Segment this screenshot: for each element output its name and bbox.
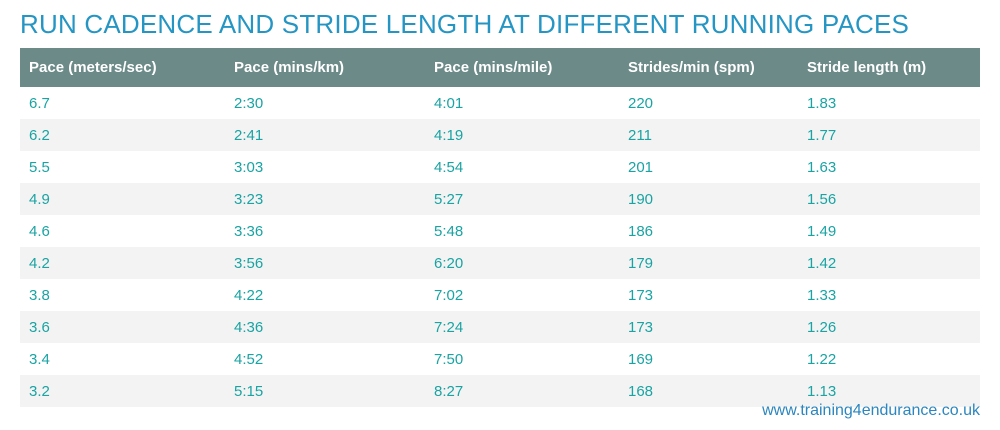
column-header-stride-length: Stride length (m): [807, 59, 927, 76]
cell-pace-min-mile: 4:19: [434, 126, 464, 144]
cell-strides-per-min: 190: [628, 190, 654, 208]
cell-strides-per-min: 169: [628, 350, 654, 368]
cell-pace-min-km: 2:41: [234, 126, 264, 144]
table-row: 3.4 4:52 7:50 169 1.22: [20, 343, 980, 375]
cell-pace-min-km: 4:36: [234, 318, 264, 336]
table-row: 3.6 4:36 7:24 173 1.26: [20, 311, 980, 343]
cell-pace-min-mile: 6:20: [434, 254, 464, 272]
cell-pace-min-mile: 5:48: [434, 222, 464, 240]
cell-strides-per-min: 211: [628, 126, 652, 144]
cell-stride-length: 1.83: [807, 94, 837, 112]
cell-pace-min-km: 5:15: [234, 382, 264, 400]
cell-strides-per-min: 173: [628, 318, 654, 336]
cell-pace-mps: 4.2: [29, 254, 50, 272]
cell-stride-length: 1.13: [807, 382, 837, 400]
cell-pace-min-mile: 5:27: [434, 190, 464, 208]
table-title: RUN CADENCE AND STRIDE LENGTH AT DIFFERE…: [20, 9, 910, 39]
table-row: 6.2 2:41 4:19 211 1.77: [20, 119, 980, 151]
cell-pace-mps: 4.9: [29, 190, 50, 208]
cell-stride-length: 1.56: [807, 190, 837, 208]
cell-strides-per-min: 220: [628, 94, 654, 112]
table-row: 6.7 2:30 4:01 220 1.83: [20, 87, 980, 119]
cell-strides-per-min: 168: [628, 382, 654, 400]
table-row: 3.2 5:15 8:27 168 1.13: [20, 375, 980, 407]
table-row: 4.9 3:23 5:27 190 1.56: [20, 183, 980, 215]
cell-stride-length: 1.42: [807, 254, 837, 272]
table-row: 4.6 3:36 5:48 186 1.49: [20, 215, 980, 247]
cell-pace-min-km: 3:56: [234, 254, 264, 272]
cell-stride-length: 1.49: [807, 222, 837, 240]
cell-pace-min-km: 3:36: [234, 222, 264, 240]
cell-pace-mps: 3.4: [29, 350, 50, 368]
table-row: 3.8 4:22 7:02 173 1.33: [20, 279, 980, 311]
pace-table: Pace (meters/sec) Pace (mins/km) Pace (min…: [20, 48, 980, 407]
cell-pace-min-km: 3:03: [234, 158, 264, 176]
table-body: 6.7 2:30 4:01 220 1.83 6.2 2:41 4:19 211 1.77 5.5 3…: [20, 87, 980, 407]
cell-stride-length: 1.63: [807, 158, 837, 176]
cell-pace-mps: 5.5: [29, 158, 50, 176]
cell-pace-min-km: 2:30: [234, 94, 264, 112]
cell-pace-min-mile: 4:01: [434, 94, 464, 112]
cell-pace-min-km: 4:22: [234, 286, 264, 304]
column-header-pace-mps: Pace (meters/sec): [29, 59, 157, 76]
table-row: 4.2 3:56 6:20 179 1.42: [20, 247, 980, 279]
table-header: Pace (meters/sec) Pace (mins/km) Pace (min…: [20, 48, 980, 87]
cell-stride-length: 1.77: [807, 126, 837, 144]
column-header-pace-min-km: Pace (mins/km): [234, 59, 345, 76]
cell-strides-per-min: 173: [628, 286, 654, 304]
cell-pace-min-km: 4:52: [234, 350, 264, 368]
cell-strides-per-min: 201: [628, 158, 654, 176]
pace-table-container: Pace (meters/sec) Pace (mins/km) Pace (min…: [20, 48, 980, 407]
table-row: 5.5 3:03 4:54 201 1.63: [20, 151, 980, 183]
cell-strides-per-min: 186: [628, 222, 654, 240]
cell-pace-min-mile: 7:02: [434, 286, 464, 304]
cell-pace-mps: 3.2: [29, 382, 50, 400]
cell-pace-min-km: 3:23: [234, 190, 264, 208]
source-credit: www.training4endurance.co.uk: [762, 402, 980, 419]
cell-pace-mps: 3.8: [29, 286, 50, 304]
cell-stride-length: 1.22: [807, 350, 837, 368]
header-row: Pace (meters/sec) Pace (mins/km) Pace (min…: [20, 48, 980, 87]
cell-pace-min-mile: 4:54: [434, 158, 464, 176]
cell-pace-mps: 4.6: [29, 222, 50, 240]
cell-stride-length: 1.26: [807, 318, 837, 336]
cell-pace-mps: 3.6: [29, 318, 50, 336]
cell-pace-min-mile: 8:27: [434, 382, 464, 400]
cell-stride-length: 1.33: [807, 286, 837, 304]
column-header-strides-per-min: Strides/min (spm): [628, 59, 755, 76]
cell-pace-mps: 6.2: [29, 126, 50, 144]
cell-pace-min-mile: 7:24: [434, 318, 464, 336]
cell-pace-mps: 6.7: [29, 94, 50, 112]
cell-pace-min-mile: 7:50: [434, 350, 464, 368]
column-header-pace-min-mile: Pace (mins/mile): [434, 59, 553, 76]
cell-strides-per-min: 179: [628, 254, 654, 272]
